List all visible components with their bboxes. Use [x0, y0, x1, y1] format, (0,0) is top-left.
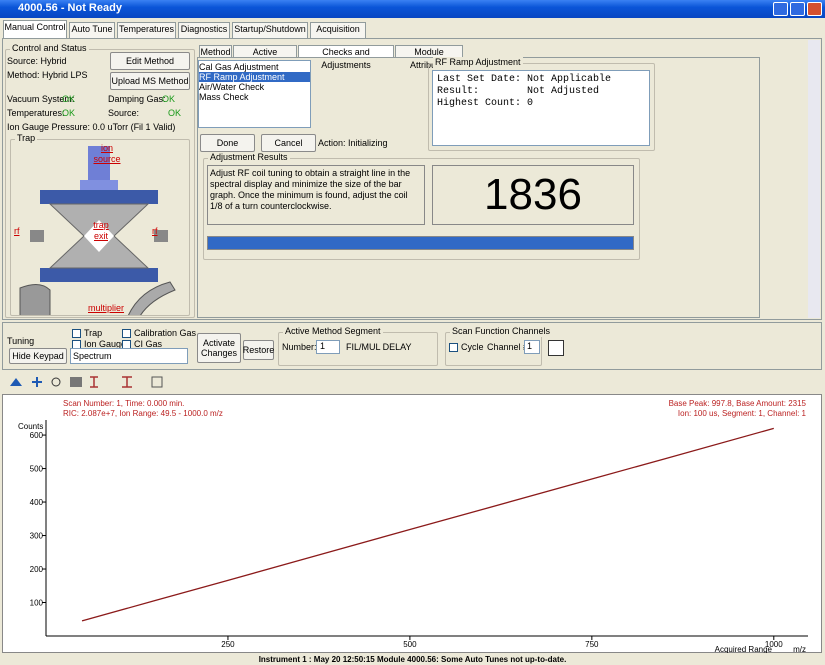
window-button[interactable]	[773, 2, 788, 16]
spectrum-line	[82, 428, 774, 621]
main-tab[interactable]: Startup/Shutdown	[232, 22, 308, 38]
check-item[interactable]: Mass Check	[199, 92, 310, 102]
main-tab[interactable]: Manual Control	[3, 20, 67, 38]
spectrum-chart: Scan Number: 1, Time: 0.000 min.RIC: 2.0…	[0, 395, 825, 653]
scan-function-channels-title: Scan Function Channels	[450, 326, 552, 337]
scrollbar[interactable]	[808, 40, 820, 318]
checkbox-label: Trap	[84, 328, 102, 339]
rf-left-label: rf	[14, 226, 20, 237]
x-unit: m/z	[793, 645, 806, 653]
damping-label: Damping Gas:	[108, 94, 166, 105]
method: Method: Hybrid LPS	[7, 70, 88, 81]
main-tab[interactable]: Auto Tune	[69, 22, 115, 38]
restore-button[interactable]: Restore	[243, 340, 274, 360]
y-tick-label: 200	[30, 565, 44, 574]
source: Source: Hybrid	[7, 56, 67, 67]
upload-method-button[interactable]: Upload MS Method	[110, 72, 190, 90]
ion-source-label: ion source	[92, 143, 122, 165]
checkbox-label: Calibration Gas	[134, 328, 196, 339]
trap-exit-label: trap exit	[86, 220, 116, 242]
x-label: Acquired Range	[715, 645, 773, 653]
vacuum-value: OK	[62, 94, 75, 105]
check-item[interactable]: Air/Water Check	[199, 82, 310, 92]
x-tick-label: 750	[585, 640, 599, 649]
y-tick-label: 100	[30, 599, 44, 608]
edit-method-button[interactable]: Edit Method	[110, 52, 190, 70]
status-bar: Instrument 1 : May 20 12:50:15 Module 40…	[0, 654, 825, 665]
checkbox[interactable]	[122, 329, 131, 338]
source-label: Source:	[108, 108, 139, 119]
range-info: RIC: 2.087e+7, Ion Range: 49.5 - 1000.0 …	[63, 409, 223, 418]
window-button[interactable]	[790, 2, 805, 16]
hide-keypad-button[interactable]: Hide Keypad	[9, 348, 67, 364]
y-tick-label: 400	[30, 498, 44, 507]
y-tick-label: 600	[30, 431, 44, 440]
y-tick-label: 500	[30, 465, 44, 474]
ion-gauge: Ion Gauge Pressure: 0.0 uTorr (Fil 1 Val…	[7, 122, 175, 133]
base-info: Base Peak: 997.8, Base Amount: 2315	[669, 399, 807, 408]
checkbox[interactable]	[72, 329, 81, 338]
n-button[interactable]	[548, 340, 564, 356]
window-button[interactable]	[807, 2, 822, 16]
instructions: Adjust RF coil tuning to obtain a straig…	[207, 165, 425, 225]
damping-value: OK	[162, 94, 175, 105]
app-window: 4000.56 - Not Ready Manual ControlAuto Tu…	[0, 0, 825, 665]
cancel-button[interactable]: Cancel	[261, 134, 316, 152]
toolbar[interactable]	[4, 374, 204, 390]
number-label: Number:	[282, 342, 317, 353]
check-item[interactable]: RF Ramp Adjustment	[199, 72, 310, 82]
temperatures-label: Temperatures:	[7, 108, 65, 119]
channel-spinner[interactable]: 1	[524, 340, 540, 354]
adjustment-results-title: Adjustment Results	[208, 152, 290, 163]
control-status-title: Control and Status	[10, 43, 89, 54]
segment-name: FIL/MUL DELAY	[346, 342, 412, 353]
scan-info: Scan Number: 1, Time: 0.000 min.	[63, 399, 184, 408]
title-bar	[0, 0, 825, 18]
trap-title: Trap	[15, 133, 37, 144]
y-label: Counts	[18, 422, 43, 431]
x-tick-label: 500	[403, 640, 417, 649]
cycle-label: Cycle	[461, 342, 484, 353]
main-tab[interactable]: Acquisition	[310, 22, 366, 38]
done-button[interactable]: Done	[200, 134, 255, 152]
y-tick-label: 300	[30, 532, 44, 541]
number-spinner[interactable]: 1	[316, 340, 340, 354]
tuning-title: Tuning	[7, 336, 34, 347]
rf-ramp-line: Result: Not Adjusted	[437, 86, 599, 97]
cycle-checkbox[interactable]	[449, 343, 458, 352]
x-tick-label: 250	[221, 640, 235, 649]
rf-ramp-line: Last Set Date: Not Applicable	[437, 74, 611, 85]
source-value: OK	[168, 108, 181, 119]
temperatures-value: OK	[62, 108, 75, 119]
active-method-segment-title: Active Method Segment	[283, 326, 383, 337]
ion-info: Ion: 100 us, Segment: 1, Channel: 1	[678, 409, 807, 418]
progress-bar	[207, 236, 634, 250]
multiplier-label: multiplier	[88, 303, 124, 314]
view-dropdown[interactable]: Spectrum	[70, 348, 188, 364]
main-tab[interactable]: Diagnostics	[178, 22, 230, 38]
action-status: Action: Initializing	[318, 138, 388, 149]
window-title: 4000.56 - Not Ready	[18, 3, 122, 14]
rf-ramp-title: RF Ramp Adjustment	[433, 57, 523, 68]
rf-ramp-line: Highest Count: 0	[437, 98, 533, 109]
rf-right-label: rf	[152, 226, 158, 237]
check-item[interactable]: Cal Gas Adjustment	[199, 62, 310, 72]
activate-changes-button[interactable]: Activate Changes	[197, 333, 241, 363]
count-display: 1836	[432, 165, 634, 225]
main-tab[interactable]: Temperatures	[117, 22, 176, 38]
